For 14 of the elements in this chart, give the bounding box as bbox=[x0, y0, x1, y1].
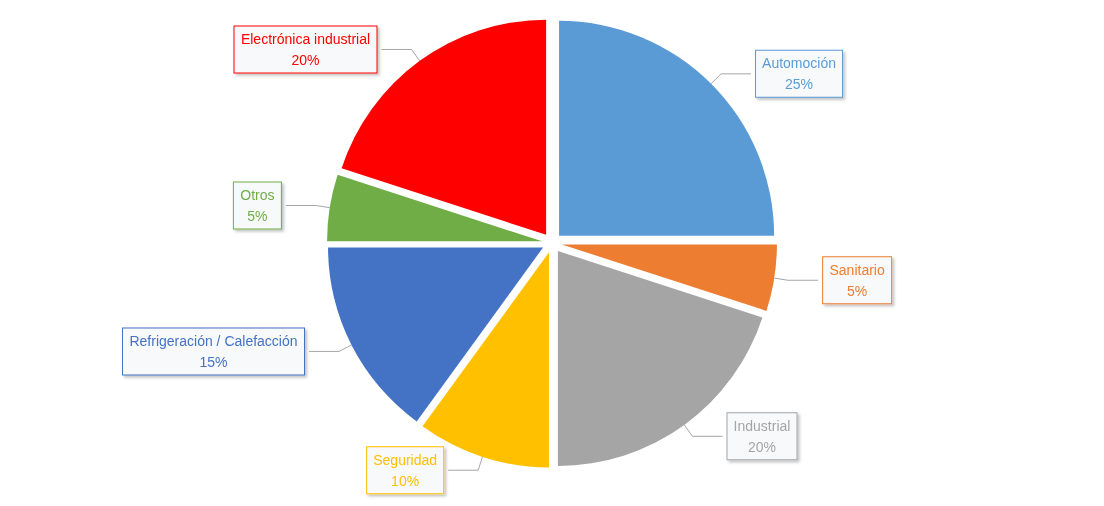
slice-label: Industrial bbox=[733, 417, 791, 434]
slice-label: Sanitario bbox=[829, 261, 885, 278]
data-label: 15% bbox=[199, 353, 228, 370]
slice-label: Otros bbox=[240, 186, 275, 203]
data-label: 25% bbox=[785, 76, 814, 93]
data-label: 10% bbox=[391, 472, 420, 489]
slice-label: Refrigeración / Calefacción bbox=[129, 332, 298, 349]
slice-label: Seguridad bbox=[373, 451, 438, 468]
data-label: 20% bbox=[291, 51, 320, 68]
slice-label: Electrónica industrial bbox=[240, 30, 371, 47]
data-label: 20% bbox=[747, 438, 777, 455]
slice-label: Automoción bbox=[762, 55, 836, 72]
data-label: 5% bbox=[846, 282, 868, 299]
data-label: 5% bbox=[247, 207, 268, 224]
